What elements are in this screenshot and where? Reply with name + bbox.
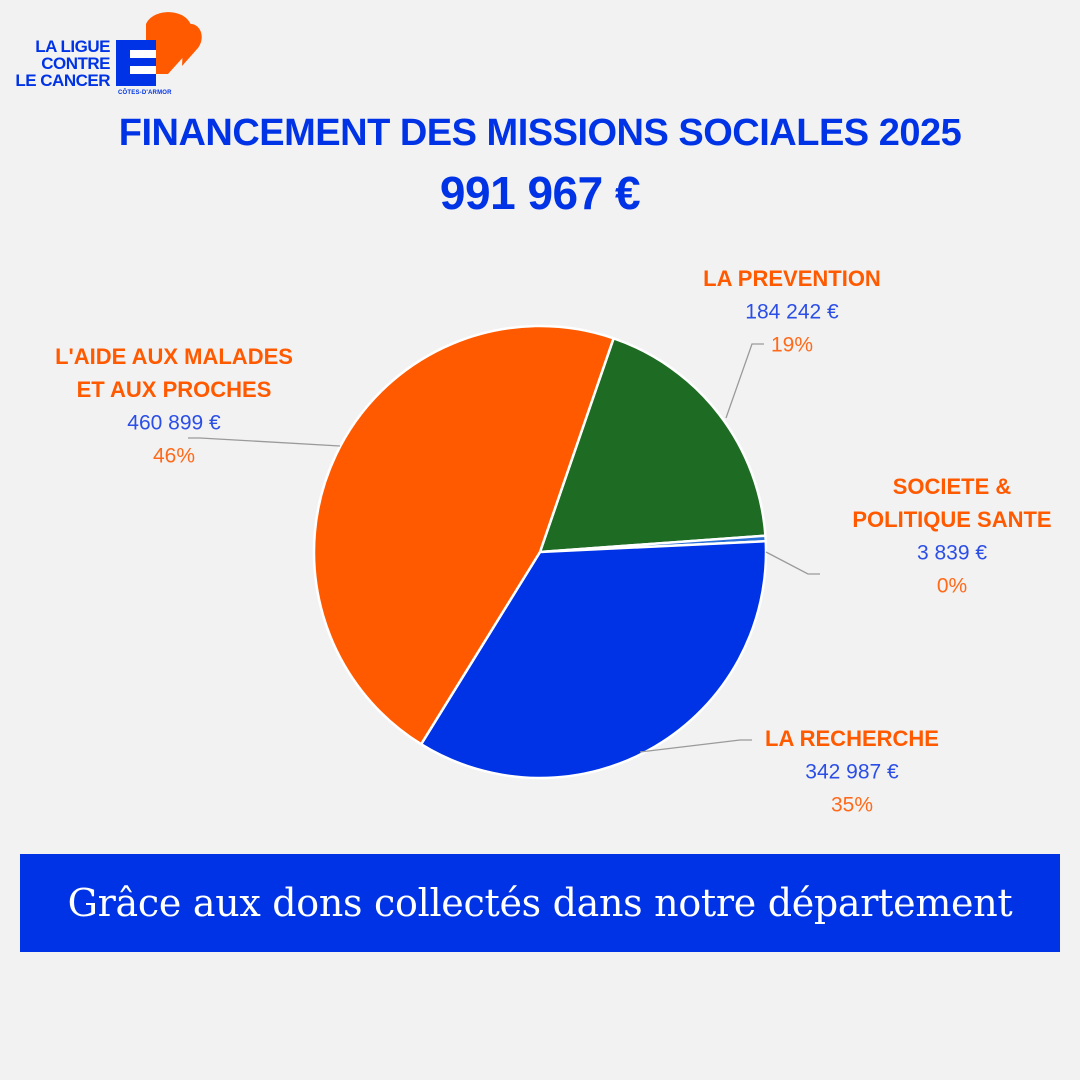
pie-slice-aide xyxy=(312,324,615,746)
slice-value-recherche: 342 987 € xyxy=(805,761,899,784)
slice-labels: LA PREVENTION 184 242 € 19% SOCIETE & POLITI… xyxy=(55,266,1052,817)
slice-value-prevention: 184 242 € xyxy=(745,301,839,324)
leader-line-societe xyxy=(765,551,820,575)
logo-wordmark: LA LIGUE CONTRE LE CANCER xyxy=(10,38,110,89)
heart-cross-icon xyxy=(116,12,202,86)
leader-line-aide xyxy=(188,437,341,447)
slice-label-prevention-line-1: LA PREVENTION xyxy=(703,266,881,291)
logo-line-3: LE CANCER xyxy=(15,71,110,90)
logo-subtitle: CÔTES-D'ARMOR xyxy=(118,90,172,96)
slice-value-societe: 3 839 € xyxy=(917,542,987,565)
logo-line-1: LA LIGUE xyxy=(35,37,110,56)
slice-label-aide-line-2: ET AUX PROCHES xyxy=(77,377,272,402)
logo: LA LIGUE CONTRE LE CANCER CÔTES-D'ARMOR xyxy=(10,12,202,102)
slice-value-aide: 460 899 € xyxy=(127,412,221,435)
slice-percent-societe: 0% xyxy=(937,575,967,598)
slice-label-societe-line-1: SOCIETE & xyxy=(893,474,1012,499)
slice-label-societe-line-2: POLITIQUE SANTE xyxy=(852,507,1051,532)
banner-text: Grâce aux dons collectés dans notre dépa… xyxy=(67,881,1013,925)
slice-percent-recherche: 35% xyxy=(831,794,873,817)
slice-percent-aide: 46% xyxy=(153,445,195,468)
pie-chart: LA PREVENTION 184 242 € 19% SOCIETE & POLITI… xyxy=(55,266,1052,817)
chart-title: FINANCEMENT DES MISSIONS SOCIALES 2025 xyxy=(118,112,962,154)
slice-percent-prevention: 19% xyxy=(771,334,813,357)
slice-label-aide-line-1: L'AIDE AUX MALADES xyxy=(55,344,293,369)
leader-lines xyxy=(188,343,820,753)
slice-label-recherche-line-1: LA RECHERCHE xyxy=(765,726,939,751)
logo-line-2: CONTRE xyxy=(41,54,110,73)
pie-slices xyxy=(312,324,768,780)
leader-line-recherche xyxy=(639,739,752,753)
footer-banner: Grâce aux dons collectés dans notre dépa… xyxy=(20,854,1060,952)
pie-slice-recherche xyxy=(419,539,768,780)
total-amount: 991 967 € xyxy=(439,167,641,219)
leader-line-prevention xyxy=(725,343,764,419)
